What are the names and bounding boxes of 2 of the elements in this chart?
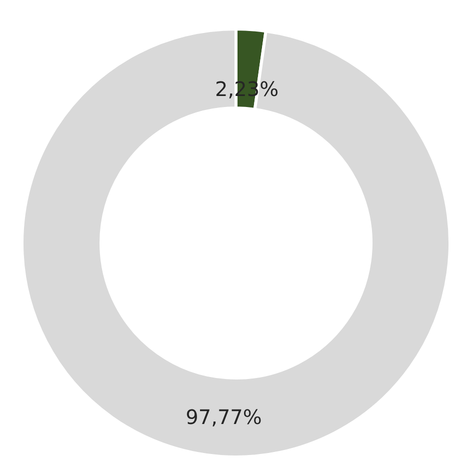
data-label: 97,77% bbox=[186, 405, 262, 430]
donut-slice bbox=[20, 28, 452, 458]
